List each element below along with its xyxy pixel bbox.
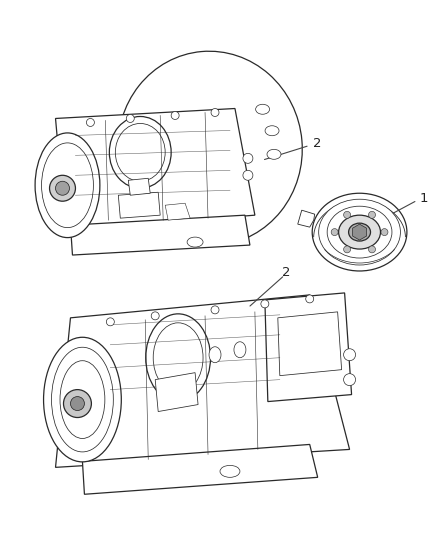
Circle shape xyxy=(211,306,219,314)
Ellipse shape xyxy=(319,199,400,265)
Circle shape xyxy=(343,374,356,385)
Text: 2: 2 xyxy=(313,137,321,150)
Ellipse shape xyxy=(118,51,302,246)
Ellipse shape xyxy=(339,215,381,249)
Ellipse shape xyxy=(64,390,92,417)
Ellipse shape xyxy=(60,361,105,439)
Circle shape xyxy=(261,300,269,308)
Ellipse shape xyxy=(327,206,392,258)
Ellipse shape xyxy=(115,124,165,181)
Ellipse shape xyxy=(265,126,279,136)
Ellipse shape xyxy=(187,237,203,247)
Text: 1: 1 xyxy=(419,192,428,205)
Ellipse shape xyxy=(209,347,221,362)
Circle shape xyxy=(243,171,253,180)
Circle shape xyxy=(86,118,95,126)
Text: 2: 2 xyxy=(282,266,290,279)
Circle shape xyxy=(306,295,314,303)
Ellipse shape xyxy=(49,175,75,201)
Ellipse shape xyxy=(349,223,371,241)
Circle shape xyxy=(381,229,388,236)
Ellipse shape xyxy=(256,104,270,114)
Ellipse shape xyxy=(42,143,93,228)
Polygon shape xyxy=(128,178,150,195)
Polygon shape xyxy=(298,210,314,227)
Circle shape xyxy=(171,111,179,119)
Ellipse shape xyxy=(267,149,281,159)
Circle shape xyxy=(368,212,375,219)
FancyBboxPatch shape xyxy=(31,150,160,270)
Ellipse shape xyxy=(35,133,100,238)
Polygon shape xyxy=(71,215,250,255)
Polygon shape xyxy=(265,293,352,401)
Circle shape xyxy=(126,115,134,123)
Ellipse shape xyxy=(234,342,246,358)
Circle shape xyxy=(151,312,159,320)
Ellipse shape xyxy=(153,323,203,393)
Ellipse shape xyxy=(146,314,211,401)
Circle shape xyxy=(343,349,356,361)
Ellipse shape xyxy=(71,397,85,410)
Polygon shape xyxy=(278,312,342,376)
Circle shape xyxy=(106,318,114,326)
Circle shape xyxy=(243,154,253,163)
Ellipse shape xyxy=(56,181,70,195)
Circle shape xyxy=(368,246,375,253)
Circle shape xyxy=(211,109,219,117)
Polygon shape xyxy=(118,192,160,218)
Polygon shape xyxy=(56,109,255,230)
Polygon shape xyxy=(155,373,198,411)
Ellipse shape xyxy=(110,117,171,188)
Circle shape xyxy=(331,229,338,236)
Polygon shape xyxy=(165,203,190,220)
Circle shape xyxy=(343,212,350,219)
Ellipse shape xyxy=(43,337,121,462)
Ellipse shape xyxy=(220,465,240,478)
Circle shape xyxy=(343,246,350,253)
Polygon shape xyxy=(56,295,350,467)
Ellipse shape xyxy=(52,347,113,452)
Polygon shape xyxy=(82,445,318,494)
Ellipse shape xyxy=(312,193,407,271)
